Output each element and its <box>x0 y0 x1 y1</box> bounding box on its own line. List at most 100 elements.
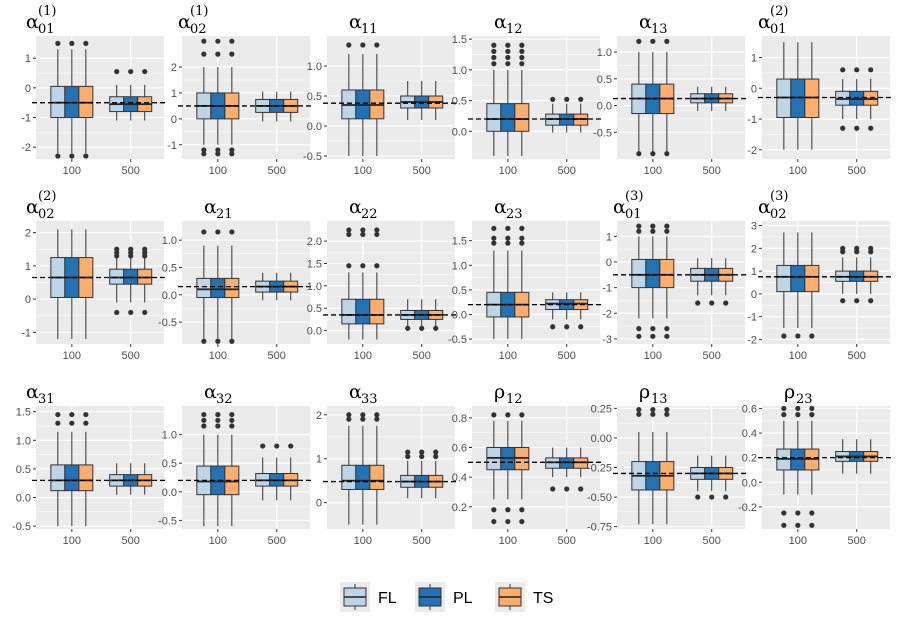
outlier-point <box>664 228 670 234</box>
panel-title-superscript: (1) <box>190 4 208 19</box>
outlier-point <box>128 246 134 252</box>
outlier-point <box>664 38 670 44</box>
y-tick-label: 0.0 <box>162 487 177 499</box>
outlier-point <box>229 38 235 44</box>
box-ts-100 <box>78 464 94 492</box>
panel-9: 0.0 0.5 1.0 1.5 2.0 100 500 α 22 <box>307 196 459 362</box>
outlier-point <box>69 153 75 159</box>
outlier-point <box>809 412 815 418</box>
y-tick-label: 0.4 <box>452 472 467 484</box>
y-tick-label: 1 <box>751 53 757 65</box>
outlier-point <box>636 326 642 332</box>
outlier-point <box>405 449 411 455</box>
panel-title: ρ <box>494 381 505 403</box>
outlier-point <box>854 67 860 73</box>
outlier-point <box>491 412 497 418</box>
outlier-point <box>405 453 411 460</box>
outlier-point <box>795 510 801 516</box>
x-tick-label: 100 <box>789 350 807 362</box>
y-tick-label: 0 <box>25 294 31 306</box>
x-tick-label: 500 <box>703 535 721 547</box>
panel-title-subscript: 11 <box>361 22 378 37</box>
outlier-point <box>809 510 815 516</box>
y-tick-label: 0.2 <box>742 453 757 465</box>
box-fl-100 <box>196 277 212 299</box>
x-tick-label: 500 <box>122 165 140 177</box>
panel-2: -1 0 1 2 100 500 α (1) 02 <box>167 4 314 177</box>
outlier-point <box>128 309 134 316</box>
outlier-point <box>695 494 701 500</box>
y-tick-label: 0.5 <box>307 91 322 103</box>
outlier-point <box>215 338 221 344</box>
panel-title-subscript: 23 <box>796 392 813 407</box>
outlier-point <box>664 326 670 332</box>
outlier-point <box>636 38 642 44</box>
outlier-point <box>854 298 860 304</box>
panel-12: -2 -1 0 1 2 3 100 500 α (3) 02 <box>747 189 894 362</box>
outlier-point <box>201 411 207 418</box>
outlier-point <box>215 417 221 423</box>
y-tick-label: -3 <box>602 334 612 346</box>
x-tick-label: 500 <box>413 535 431 547</box>
y-tick-label: 2 <box>316 410 322 422</box>
outlier-point <box>229 147 235 153</box>
outlier-point <box>346 231 352 238</box>
outlier-point <box>550 96 556 102</box>
outlier-point <box>795 522 801 528</box>
y-tick-label: -2 <box>21 142 31 154</box>
outlier-point <box>650 406 656 413</box>
outlier-point <box>142 246 148 252</box>
outlier-point <box>215 229 221 235</box>
outlier-point <box>809 522 815 528</box>
outlier-point <box>433 449 439 455</box>
outlier-point <box>260 443 266 449</box>
x-tick-label: 500 <box>268 350 286 362</box>
x-tick-label: 100 <box>63 535 81 547</box>
box-pl-100 <box>210 277 226 299</box>
outlier-point <box>346 412 352 418</box>
outlier-point <box>229 151 235 157</box>
panel-title-subscript: 23 <box>506 207 523 222</box>
x-tick-label: 100 <box>354 165 372 177</box>
outlier-point <box>229 423 235 429</box>
legend: FL PL TS <box>330 572 570 622</box>
outlier-point <box>374 263 380 269</box>
x-tick-label: 100 <box>209 350 227 362</box>
outlier-point <box>360 412 366 418</box>
panel-14: -0.5 0.0 0.5 1.0 100 500 α 32 <box>158 381 314 547</box>
y-tick-label: 1.0 <box>307 281 322 293</box>
panel-title: α <box>26 196 39 218</box>
outlier-point <box>274 443 280 449</box>
y-tick-label: 1 <box>751 266 757 278</box>
box-ts-100 <box>224 277 240 299</box>
outlier-point <box>505 48 511 54</box>
outlier-point <box>781 405 787 412</box>
panel-title-subscript: 02 <box>770 207 787 222</box>
y-tick-label: 0.5 <box>307 303 322 315</box>
outlier-point <box>636 406 642 413</box>
y-tick-label: 0.5 <box>162 262 177 274</box>
outlier-point <box>505 412 511 418</box>
outlier-point <box>519 54 525 61</box>
panel-title: α <box>349 381 362 403</box>
outlier-point <box>650 326 656 332</box>
y-tick-label: -0.25 <box>587 463 612 475</box>
outlier-point <box>636 333 642 339</box>
outlier-point <box>664 333 670 339</box>
y-tick-label: 0.2 <box>452 502 467 514</box>
x-tick-label: 100 <box>499 535 517 547</box>
outlier-point <box>215 51 221 57</box>
x-tick-label: 500 <box>122 350 140 362</box>
outlier-point <box>215 411 221 418</box>
outlier-point <box>840 245 846 251</box>
x-tick-label: 100 <box>209 165 227 177</box>
x-tick-label: 100 <box>354 350 372 362</box>
outlier-point <box>491 42 497 48</box>
outlier-point <box>83 420 89 426</box>
outlier-point <box>505 42 511 48</box>
panel-title-superscript: (2) <box>770 4 788 19</box>
y-tick-label: 1 <box>25 53 31 65</box>
outlier-point <box>374 412 380 418</box>
y-tick-label: 1 <box>316 454 322 466</box>
